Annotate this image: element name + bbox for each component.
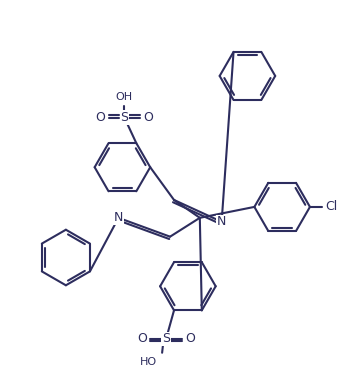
Text: O: O	[185, 332, 195, 346]
Text: O: O	[143, 111, 153, 124]
Text: N: N	[217, 215, 226, 228]
Text: O: O	[137, 332, 147, 346]
Text: O: O	[96, 111, 106, 124]
Text: S: S	[120, 111, 128, 124]
Text: OH: OH	[116, 92, 133, 102]
Text: N: N	[114, 211, 123, 224]
Text: Cl: Cl	[326, 200, 338, 213]
Text: S: S	[162, 332, 170, 346]
Text: HO: HO	[140, 357, 157, 367]
